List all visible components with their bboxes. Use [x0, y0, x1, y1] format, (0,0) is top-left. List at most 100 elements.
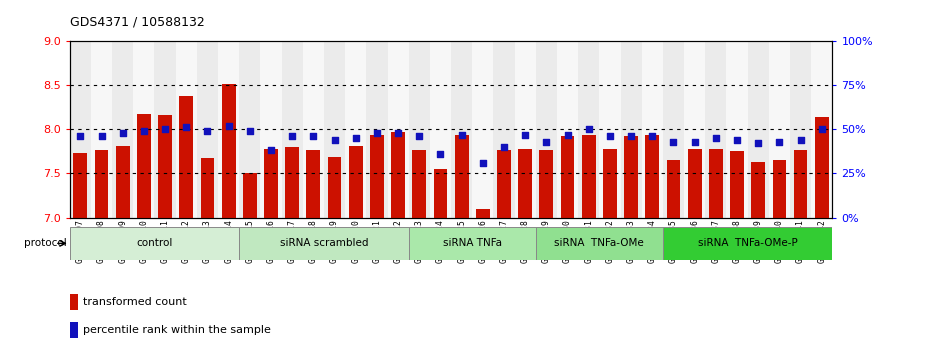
Bar: [179, 97, 193, 218]
Point: [772, 139, 787, 144]
Point: [815, 126, 830, 132]
Bar: [603, 149, 617, 218]
Bar: [730, 152, 744, 218]
Bar: [624, 136, 638, 218]
Bar: [663, 227, 832, 260]
Point: [624, 133, 639, 139]
Point: [263, 148, 278, 153]
Bar: [642, 41, 663, 218]
Bar: [218, 41, 239, 218]
Bar: [70, 294, 78, 310]
Bar: [327, 156, 341, 218]
Bar: [709, 149, 723, 218]
Bar: [620, 41, 642, 218]
Bar: [91, 41, 113, 218]
Bar: [324, 41, 345, 218]
Point: [603, 133, 618, 139]
Point: [348, 135, 363, 141]
Bar: [663, 41, 684, 218]
Point: [560, 132, 575, 137]
Bar: [599, 41, 620, 218]
Point: [454, 132, 469, 137]
Bar: [539, 150, 553, 218]
Bar: [264, 149, 278, 218]
Bar: [705, 41, 726, 218]
Bar: [370, 136, 384, 218]
Bar: [349, 146, 363, 218]
Bar: [688, 149, 701, 218]
Text: percentile rank within the sample: percentile rank within the sample: [83, 325, 271, 335]
Bar: [455, 136, 469, 218]
Text: siRNA scrambled: siRNA scrambled: [280, 238, 368, 249]
Point: [687, 139, 702, 144]
Point: [391, 130, 405, 136]
Point: [475, 160, 490, 166]
Bar: [645, 136, 659, 218]
Bar: [239, 41, 260, 218]
Bar: [239, 227, 408, 260]
Bar: [793, 150, 807, 218]
Bar: [578, 41, 599, 218]
Bar: [476, 209, 490, 218]
Text: control: control: [137, 238, 173, 249]
Bar: [345, 41, 366, 218]
Point: [221, 123, 236, 129]
Point: [243, 128, 258, 134]
Bar: [773, 160, 786, 218]
Bar: [95, 150, 109, 218]
Point: [538, 139, 553, 144]
Bar: [748, 41, 769, 218]
Bar: [498, 150, 511, 218]
Bar: [282, 41, 303, 218]
Point: [369, 130, 384, 136]
Bar: [433, 169, 447, 218]
Point: [581, 126, 596, 132]
Bar: [197, 41, 218, 218]
Bar: [408, 41, 430, 218]
Bar: [303, 41, 324, 218]
Point: [115, 130, 130, 136]
Bar: [514, 41, 536, 218]
Point: [412, 133, 427, 139]
Bar: [154, 41, 176, 218]
Bar: [518, 149, 532, 218]
Bar: [408, 227, 536, 260]
Point: [729, 137, 744, 143]
Bar: [815, 117, 829, 218]
Bar: [113, 41, 133, 218]
Bar: [557, 41, 578, 218]
Bar: [221, 84, 235, 218]
Bar: [494, 41, 514, 218]
Text: protocol: protocol: [24, 238, 67, 249]
Bar: [158, 115, 172, 218]
Bar: [667, 160, 681, 218]
Point: [518, 132, 533, 137]
Bar: [536, 227, 663, 260]
Point: [157, 126, 172, 132]
Bar: [260, 41, 282, 218]
Bar: [388, 41, 408, 218]
Point: [73, 133, 87, 139]
Point: [751, 141, 765, 146]
Text: siRNA  TNFa-OMe: siRNA TNFa-OMe: [554, 238, 644, 249]
Bar: [561, 136, 575, 218]
Point: [433, 151, 448, 157]
Point: [793, 137, 808, 143]
Bar: [726, 41, 748, 218]
Bar: [137, 114, 151, 218]
Point: [306, 133, 321, 139]
Bar: [366, 41, 388, 218]
Bar: [70, 41, 91, 218]
Bar: [451, 41, 472, 218]
Bar: [430, 41, 451, 218]
Bar: [412, 150, 426, 218]
Bar: [116, 146, 129, 218]
Bar: [751, 162, 765, 218]
Bar: [307, 150, 320, 218]
Point: [327, 137, 342, 143]
Bar: [70, 322, 78, 338]
Text: siRNA  TNFa-OMe-P: siRNA TNFa-OMe-P: [698, 238, 798, 249]
Point: [200, 128, 215, 134]
Point: [709, 135, 724, 141]
Bar: [536, 41, 557, 218]
